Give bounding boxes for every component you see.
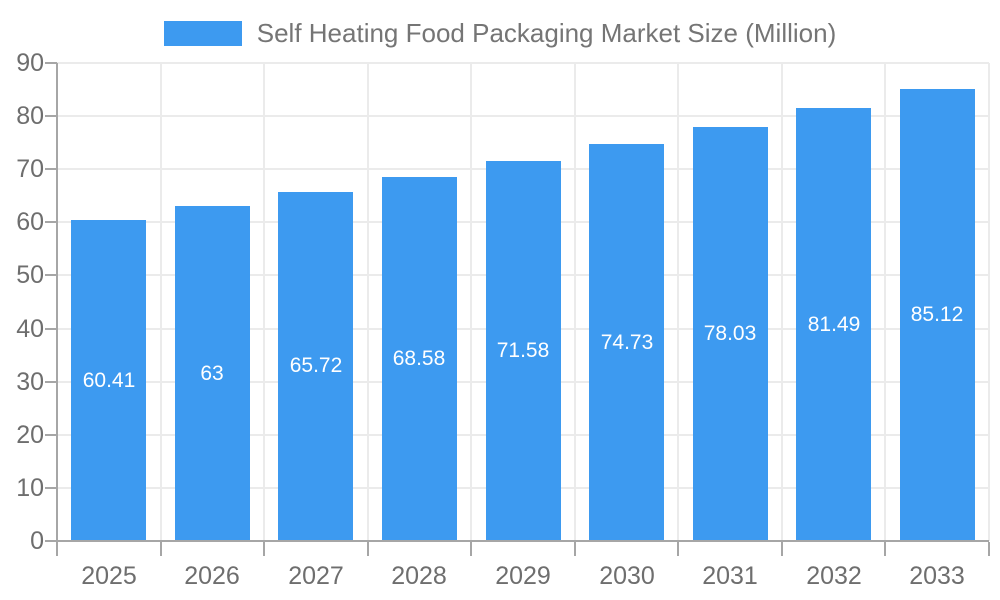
x-axis-tick [56,542,58,556]
x-tick-label: 2027 [288,562,344,590]
x-tick-label: 2031 [702,562,758,590]
legend-marker-swatch [163,21,242,46]
bar-value-label: 71.58 [496,339,550,362]
y-axis-tick [45,115,57,118]
x-gridline [573,63,576,541]
y-tick-label: 60 [16,208,44,237]
bar-2033 [900,88,975,541]
x-axis-tick [470,542,473,556]
x-gridline [780,63,783,541]
bar-2031 [693,126,768,541]
bar-2030 [589,144,664,541]
y-tick-label: 50 [16,261,44,290]
y-tick-label: 40 [16,314,44,343]
bar-value-label: 74.73 [600,331,654,354]
y-tick-label: 80 [16,102,44,131]
x-axis-tick [573,542,576,556]
x-gridline [988,63,990,541]
x-tick-label: 2032 [806,562,862,590]
y-axis-tick [45,327,57,330]
y-axis-tick [45,380,57,383]
bar-2028 [382,176,457,541]
y-tick-label: 10 [16,473,44,502]
bar-2029 [486,160,561,541]
x-axis-tick [780,542,783,556]
x-axis-tick [884,542,887,556]
bar-value-label: 65.72 [289,354,343,377]
legend-item[interactable]: Self Heating Food Packaging Market Size … [0,18,1000,49]
x-axis-tick [988,542,990,556]
y-gridline [57,62,989,64]
bar-value-label: 60.41 [82,369,136,392]
y-axis-tick [45,168,57,171]
x-axis-tick [263,542,266,556]
bar-value-label: 85.12 [910,303,964,326]
bar-value-label: 63 [200,362,224,385]
bar-2027 [278,191,353,541]
x-axis-line [45,540,989,542]
y-tick-label: 70 [16,155,44,184]
x-tick-label: 2029 [495,562,551,590]
x-tick-label: 2030 [599,562,655,590]
y-gridline [57,115,989,118]
bar-value-label: 68.58 [392,347,446,370]
x-axis-tick [159,542,162,556]
x-tick-label: 2028 [391,562,447,590]
bar-value-label: 81.49 [807,313,861,336]
x-axis-tick [677,542,680,556]
x-gridline [263,63,266,541]
x-axis-tick [366,542,369,556]
y-axis-line [56,63,58,556]
x-gridline [677,63,680,541]
y-axis-tick [45,221,57,224]
x-gridline [159,63,162,541]
bar-2026 [175,206,250,541]
y-axis-tick [45,274,57,277]
x-gridline [884,63,887,541]
x-gridline [470,63,473,541]
x-gridline [366,63,369,541]
x-tick-label: 2026 [184,562,240,590]
y-axis-tick [45,433,57,436]
x-tick-label: 2025 [81,562,137,590]
bar-value-label: 78.03 [703,322,757,345]
y-axis-tick [45,486,57,489]
y-tick-label: 0 [30,527,44,555]
y-tick-label: 30 [16,367,44,396]
bar-2032 [796,108,871,541]
legend-label: Self Heating Food Packaging Market Size … [256,18,837,48]
x-tick-label: 2033 [909,562,965,590]
bar-2025 [71,220,146,541]
y-tick-label: 90 [16,49,44,77]
y-tick-label: 20 [16,420,44,449]
y-axis-tick [45,540,57,542]
y-axis-tick [45,62,57,64]
plot-area: 60.41 63 65.72 68.58 71.58 74.73 78.03 81.49 85.… [16,49,990,590]
